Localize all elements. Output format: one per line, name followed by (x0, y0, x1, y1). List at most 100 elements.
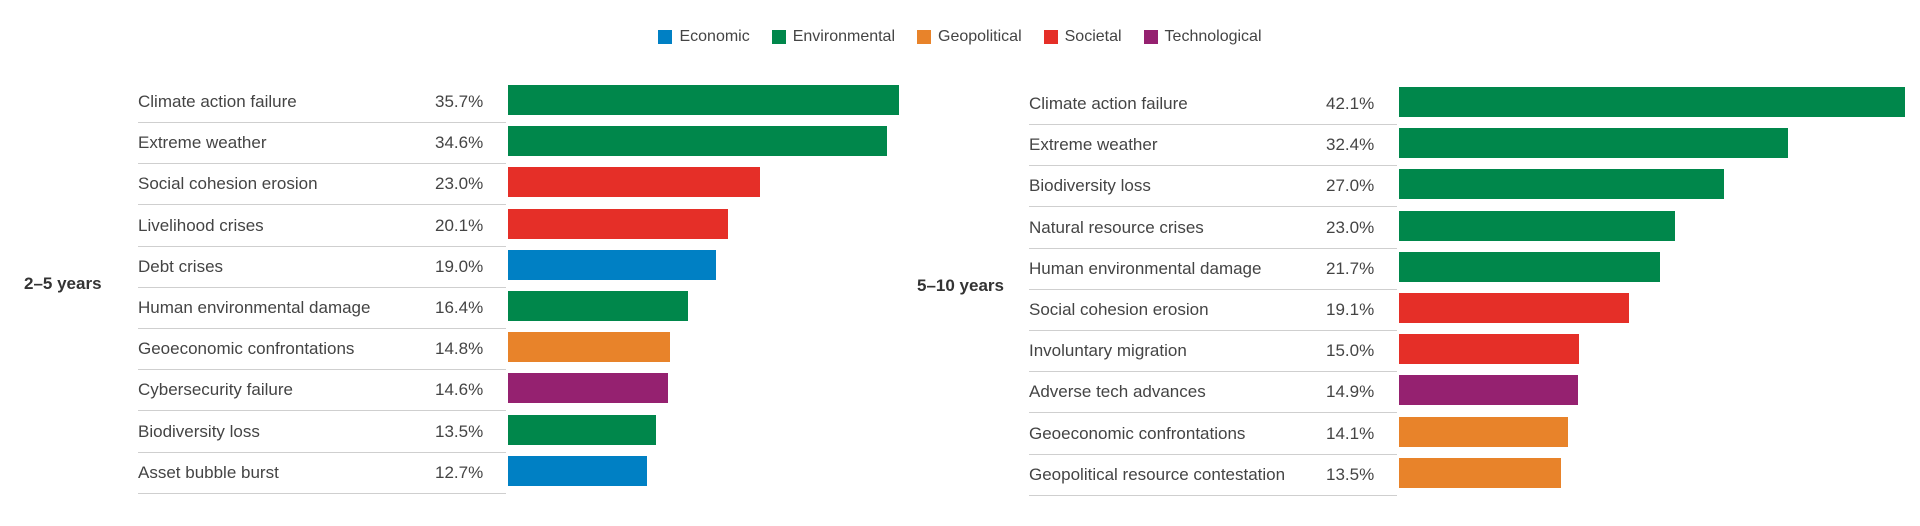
bar (1399, 375, 1579, 406)
category-label: Geoeconomic confrontations (138, 339, 355, 359)
chart-row: Involuntary migration 15.0% (1029, 331, 1397, 373)
chart-row: Asset bubble burst 12.7% (138, 453, 506, 494)
value-label: 12.7% (435, 462, 484, 482)
value-label: 13.5% (1326, 464, 1375, 484)
chart-row: Geoeconomic confrontations 14.1% (1029, 414, 1397, 455)
value-label: 42.1% (1326, 94, 1375, 113)
period-label: 2–5 years (24, 274, 102, 293)
bar (1399, 210, 1676, 241)
chart-row: Biodiversity loss 27.0% (1029, 166, 1397, 208)
bar (1399, 169, 1724, 200)
value-label: 32.4% (1326, 135, 1375, 155)
category-label: Climate action failure (1029, 94, 1188, 113)
chart-row: Geopolitical resource contestation 13.5% (1029, 455, 1397, 496)
row-divider (1029, 206, 1397, 208)
row-divider (1029, 165, 1397, 167)
value-label: 21.7% (1326, 258, 1375, 278)
legend-swatch (658, 30, 673, 44)
value-label: 23.0% (435, 174, 484, 194)
bar (1399, 334, 1580, 365)
legend-swatch (1043, 30, 1058, 44)
legend-label: Geopolitical (938, 28, 1022, 45)
category-label: Involuntary migration (1029, 341, 1187, 361)
chart-row: Biodiversity loss 13.5% (138, 412, 506, 453)
row-divider (1029, 412, 1397, 414)
bar (1399, 87, 1905, 117)
chart-row: Adverse tech advances 14.9% (1029, 372, 1397, 414)
category-label: Natural resource crises (1029, 217, 1204, 237)
chart-row: Human environmental damage 21.7% (1029, 249, 1397, 290)
bar (508, 85, 899, 115)
row-divider (138, 451, 506, 453)
row-divider (138, 163, 506, 165)
category-label: Geopolitical resource contestation (1029, 464, 1286, 484)
value-label: 16.4% (435, 298, 484, 317)
category-label: Debt crises (138, 256, 224, 276)
category-label: Asset bubble burst (138, 462, 279, 482)
row-divider (138, 369, 506, 371)
row-divider (1029, 371, 1397, 373)
value-label: 14.9% (1326, 382, 1375, 402)
value-label: 14.8% (435, 339, 484, 359)
bar (508, 332, 671, 363)
bar (1399, 128, 1789, 159)
row-divider (138, 328, 506, 329)
bar (1399, 251, 1660, 282)
bar (508, 291, 688, 321)
category-label: Extreme weather (138, 133, 267, 153)
value-label: 34.6% (435, 133, 484, 153)
category-label: Biodiversity loss (138, 421, 260, 441)
chart-row: Livelihood crises 20.1% (138, 206, 506, 247)
category-label: Social cohesion erosion (1029, 300, 1209, 319)
legend-item-societal: Societal (1043, 28, 1122, 46)
value-label: 23.0% (1326, 217, 1375, 237)
chart-legend: Economic Environmental Geopolitical Societa… (0, 28, 1920, 46)
chart-row: Social cohesion erosion 19.1% (1029, 290, 1397, 331)
period-label: 5–10 years (917, 276, 1004, 295)
legend-swatch (771, 30, 786, 44)
legend-item-economic: Economic (658, 28, 750, 46)
legend-label: Economic (679, 28, 750, 45)
legend-label: Environmental (792, 28, 896, 45)
row-divider (138, 245, 506, 247)
row-divider (138, 410, 506, 412)
chart-row: Human environmental damage 16.4% (138, 288, 506, 329)
category-label: Livelihood crises (138, 215, 264, 235)
legend-label: Technological (1164, 28, 1262, 45)
legend-item-geopolitical: Geopolitical (917, 28, 1022, 46)
row-divider (138, 492, 506, 494)
bar (1399, 457, 1562, 488)
category-label: Climate action failure (138, 92, 297, 111)
chart-row: Climate action failure 35.7% (138, 82, 506, 123)
category-label: Human environmental damage (1029, 258, 1262, 278)
category-label: Cybersecurity failure (138, 380, 293, 400)
row-divider (1029, 288, 1397, 290)
value-label: 19.1% (1326, 300, 1375, 319)
row-divider (1029, 494, 1397, 496)
value-label: 35.7% (435, 92, 484, 111)
value-label: 27.0% (1326, 176, 1375, 196)
chart-row: Extreme weather 32.4% (1029, 125, 1397, 167)
value-label: 20.1% (435, 215, 484, 235)
chart-row: Extreme weather 34.6% (138, 123, 506, 165)
category-label: Human environmental damage (138, 298, 371, 317)
row-divider (138, 122, 506, 123)
legend-swatch (1143, 30, 1158, 44)
chart-row: Natural resource crises 23.0% (1029, 208, 1397, 249)
legend-item-technological: Technological (1143, 28, 1262, 46)
value-label: 19.0% (435, 256, 484, 276)
bar (508, 249, 717, 280)
row-divider (1029, 330, 1397, 331)
chart-row: Geoeconomic confrontations 14.8% (138, 329, 506, 371)
bar (508, 126, 887, 157)
legend-swatch (917, 30, 932, 44)
category-label: Extreme weather (1029, 135, 1158, 155)
bar (508, 414, 656, 445)
value-label: 14.6% (435, 380, 484, 400)
value-label: 14.1% (1326, 423, 1375, 443)
chart-row: Cybersecurity failure 14.6% (138, 370, 506, 412)
bar (508, 373, 668, 404)
category-label: Biodiversity loss (1029, 176, 1151, 196)
